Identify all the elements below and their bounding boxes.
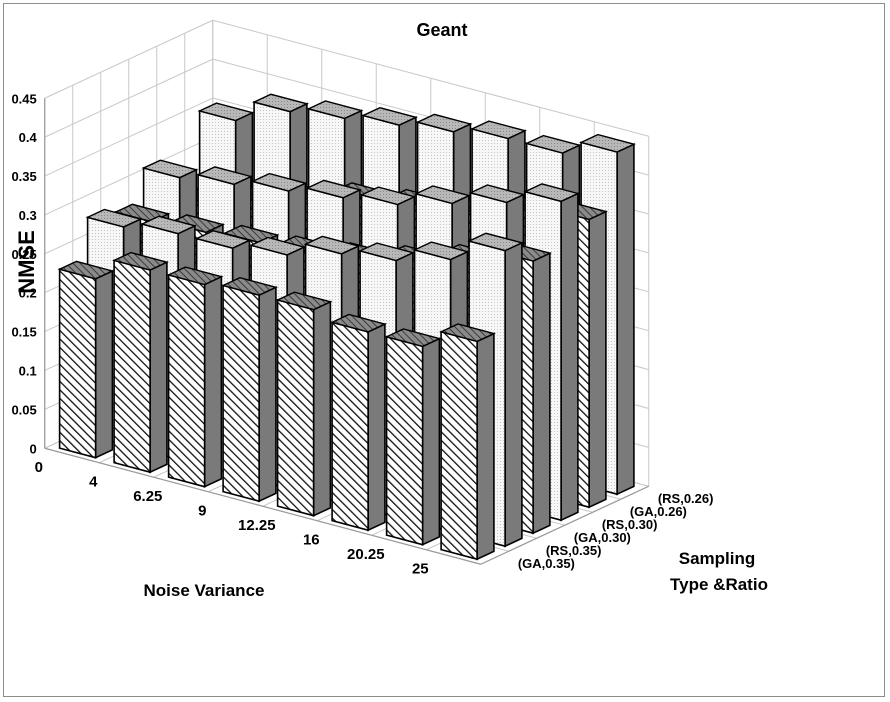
bar-top: [141, 159, 199, 179]
bar-(GA,0.35)-16: [330, 313, 387, 532]
bar-top: [415, 113, 473, 133]
bar-top: [470, 120, 527, 140]
bar-top: [361, 106, 418, 126]
y-tick-label: 0.3: [19, 208, 37, 223]
y-tick-label: 0.1: [19, 363, 37, 378]
bar-top: [166, 266, 224, 286]
chart-title: Geant: [416, 20, 467, 40]
x-tick-label: 25: [412, 561, 429, 578]
y-tick-label: 0.25: [11, 247, 36, 262]
z-tick-label: (GA,0.26): [630, 504, 687, 519]
bar-(GA,0.35)-9: [221, 276, 278, 503]
bar-top: [140, 215, 197, 235]
x-tick-label: 6.25: [133, 488, 162, 505]
bar-(GA,0.35)-0: [57, 260, 115, 459]
z-tick-label: (GA,0.30): [574, 530, 631, 545]
x-tick-label: 9: [198, 503, 206, 520]
bar-top: [249, 236, 306, 256]
bar-top: [414, 185, 471, 205]
x-tick-label: 12.25: [238, 517, 276, 534]
z-axis-line: [480, 485, 650, 565]
bar-(GA,0.35)-12.25: [275, 291, 333, 517]
x-tick-label: 0: [35, 459, 43, 476]
bar-top: [524, 134, 582, 154]
z-tick-label: (RS,0.35): [546, 543, 602, 558]
bar-top: [112, 251, 169, 271]
bar-top: [85, 208, 143, 228]
bar-top: [275, 291, 333, 311]
bar-(GA,0.35)-6.25: [166, 266, 224, 488]
bar-top: [523, 183, 580, 203]
x-tick-label: 4: [89, 474, 98, 491]
y-tick-label: 0.4: [19, 130, 38, 145]
bar-(GA,0.35)-4: [112, 251, 169, 474]
bar-top: [57, 260, 115, 280]
bar-top: [303, 235, 361, 255]
y-tick-label: 0: [30, 441, 37, 456]
y-tick-label: 0.45: [11, 91, 36, 106]
y-tick-label: 0.35: [11, 169, 36, 184]
bars: [57, 93, 636, 561]
z-tick-label: (GA,0.35): [518, 556, 575, 571]
chart-frame: 0 0.05 0.1 0.15 0.2 0.25 0.3 0.35 0.4 0.45 0 4 6.25 9…: [3, 3, 885, 697]
bar-top: [196, 166, 253, 186]
bar-(GA,0.35)-20.25: [384, 328, 442, 546]
bar-top: [305, 179, 362, 199]
bar-(GA,0.35)-25: [439, 323, 496, 561]
x-tick-label: 20.25: [347, 546, 385, 563]
y-tick-label: 0.15: [11, 325, 36, 340]
y-axis-label: NMSE: [14, 230, 39, 294]
labels: 0 0.05 0.1 0.15 0.2 0.25 0.3 0.35 0.4 0.45 0 4 6.25 9…: [11, 91, 713, 577]
x-axis-label: Noise Variance: [144, 581, 265, 600]
chart-text-overlay: Geant NMSE Noise Variance Sampling Type …: [14, 20, 768, 600]
bar-top: [467, 232, 524, 252]
chart-3d-bar: 0 0.05 0.1 0.15 0.2 0.25 0.3 0.35 0.4 0.45 0 4 6.25 9…: [11, 19, 713, 578]
bar-top: [330, 313, 387, 333]
bar-top: [439, 323, 496, 343]
bar-top: [306, 100, 364, 120]
bar-top: [359, 186, 417, 206]
z-tick-label: (RS,0.30): [602, 517, 658, 532]
y-tick-label: 0.05: [11, 402, 36, 417]
y-tick-label: 0.2: [19, 286, 37, 301]
bar-top: [384, 328, 442, 348]
bar-top: [250, 172, 308, 192]
bar-top: [221, 276, 278, 296]
x-tick-label: 16: [303, 532, 320, 549]
x-axis-line: [44, 447, 481, 565]
bar-top: [412, 241, 470, 261]
bar-top: [194, 230, 252, 249]
z-tick-label: (RS,0.26): [658, 491, 714, 506]
bar-top: [468, 184, 526, 204]
z-axis-label-line1: Sampling: [679, 549, 756, 568]
bar-top: [579, 133, 636, 153]
bar-top: [197, 102, 255, 122]
bar-top: [252, 93, 309, 113]
bar-top: [358, 242, 415, 262]
z-axis-label-line2: Type &Ratio: [670, 575, 768, 594]
